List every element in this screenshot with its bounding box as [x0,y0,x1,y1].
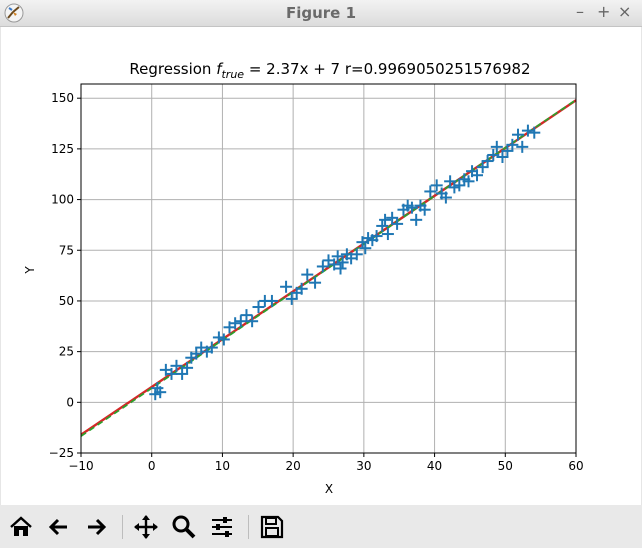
scatter-points [149,124,541,401]
forward-arrow-icon[interactable] [83,514,109,540]
scatter-point [165,367,178,380]
scatter-point [490,140,503,153]
y-tick-label: 25 [59,345,74,359]
x-tick-label: 50 [498,459,513,473]
scatter-point [328,258,341,271]
window-title: Figure 1 [285,4,357,22]
scatter-point [331,250,344,263]
scatter-point [240,309,253,322]
chart-title: Regression ftrue = 2.37x + 7 r=0.9969050… [129,60,530,81]
scatter-point [496,150,509,163]
scatter-point [370,230,383,243]
x-axis-label: X [325,482,333,496]
plot-svg: Regression ftrue = 2.37x + 7 r=0.9969050… [23,60,584,496]
scatter-point [381,228,394,241]
scatter-point [521,124,534,137]
app-icon [4,3,24,23]
scatter-point [295,282,308,295]
scatter-point [424,185,437,198]
x-tick-label: 60 [568,459,583,473]
scatter-point [181,361,194,374]
scatter-point [453,179,466,192]
scatter-point [301,268,314,281]
scatter-point [462,175,475,188]
scatter-point [205,341,218,354]
home-icon[interactable] [8,514,34,540]
scatter-point [246,315,259,328]
title-bar[interactable]: Figure 1 – + × [0,0,642,27]
scatter-point [476,161,489,174]
title-sub: true [221,68,244,81]
y-tick-label: 0 [66,395,74,409]
x-tick-label: 40 [427,459,442,473]
scatter-point [350,248,363,261]
y-tick-label: 100 [51,193,74,207]
scatter-point [410,213,423,226]
title-f: f [216,60,224,78]
x-tick-label: −10 [68,459,93,473]
x-tick-label: 0 [148,459,156,473]
minimize-button[interactable]: – [576,2,584,21]
scatter-point [217,333,230,346]
scatter-point [229,317,242,330]
scatter-point [386,211,399,224]
scatter-point [252,301,265,314]
y-axis-label: Y [23,266,37,275]
scatter-point [418,203,431,216]
scatter-point [516,140,529,153]
scatter-point [528,126,541,139]
scatter-point [439,191,452,204]
scatter-point [316,260,329,273]
y-tick-label: 125 [51,142,74,156]
zoom-magnifier-icon[interactable] [171,514,197,540]
axes-frame [80,83,577,454]
scatter-point [334,262,347,275]
x-tick-label: 20 [286,459,301,473]
scatter-point [481,155,494,168]
grid-lines [80,84,577,454]
scatter-point [487,148,500,161]
x-tick-label: 10 [215,459,230,473]
scatter-point [444,175,457,188]
scatter-point [336,256,349,269]
scatter-point [430,179,443,192]
maximize-button[interactable]: + [597,2,611,21]
toolbar-separator [248,515,249,539]
close-button[interactable]: × [618,2,632,21]
y-tick-label: 50 [59,294,74,308]
axis-ticks: −10 0 10 20 30 40 50 60 −25 0 25 50 75 100 125 150 [49,91,584,473]
scatter-point [190,347,203,360]
figure-canvas[interactable]: Regression ftrue = 2.37x + 7 r=0.9969050… [1,27,641,505]
title-prefix: Regression [129,60,216,78]
scatter-point [309,276,322,289]
title-suffix: = 2.37x + 7 r=0.9969050251576982 [244,60,531,78]
scatter-point [265,294,278,307]
scatter-point [391,217,404,230]
scatter-point [154,386,167,399]
scatter-point [170,359,183,372]
x-tick-label: 30 [356,459,371,473]
scatter-point [512,128,525,141]
scatter-point [376,219,389,232]
scatter-point [359,242,372,255]
y-tick-label: −25 [49,446,74,460]
y-tick-label: 75 [59,243,74,257]
scatter-point [379,213,392,226]
y-tick-label: 150 [51,91,74,105]
scatter-point [405,201,418,214]
scatter-point [285,292,298,305]
scatter-point [176,367,189,380]
save-floppy-icon[interactable] [259,514,285,540]
scatter-point [234,315,247,328]
back-arrow-icon[interactable] [46,514,72,540]
toolbar-separator [122,515,123,539]
scatter-point [471,169,483,182]
configure-subplots-icon[interactable] [209,514,235,540]
scatter-point [280,280,293,293]
scatter-point [501,144,514,157]
scatter-point [506,138,519,151]
navigation-toolbar [0,505,642,548]
pan-move-icon[interactable] [133,514,159,540]
